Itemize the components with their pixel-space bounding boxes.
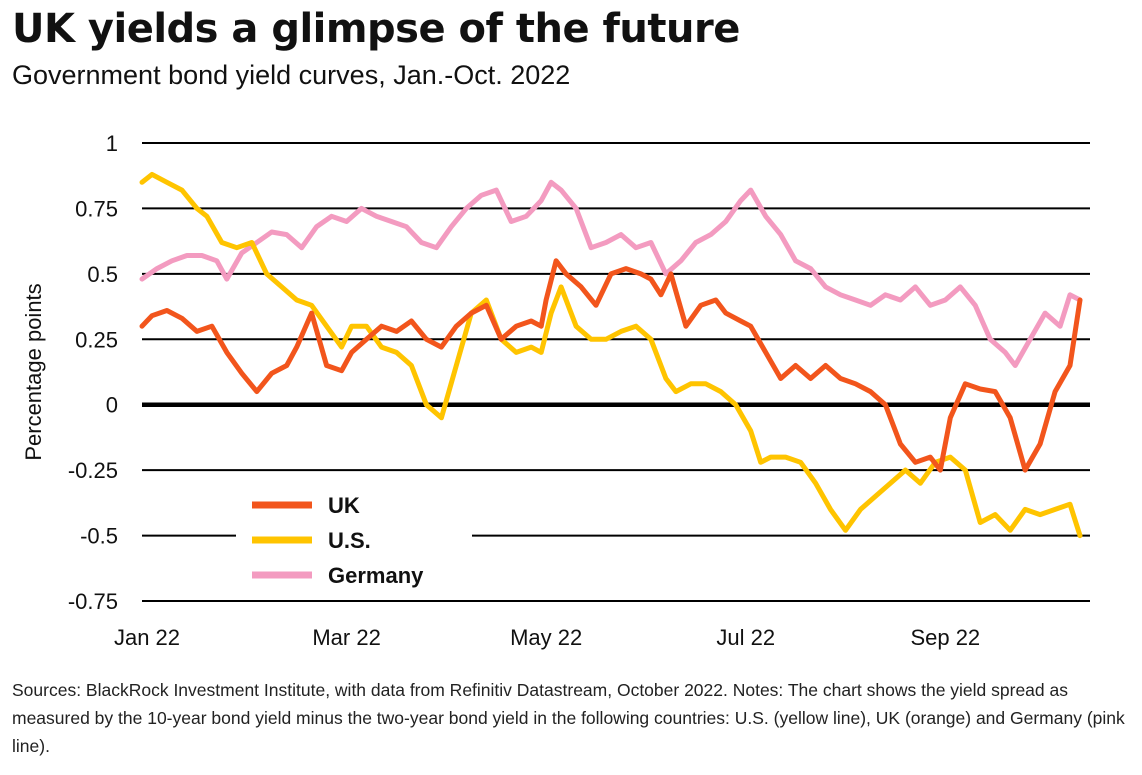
series-line-germany <box>139 179 1083 368</box>
series-lines <box>139 171 1083 539</box>
series-line-uk <box>139 258 1083 473</box>
y-tick-label: 0.25 <box>75 327 118 352</box>
x-tick-label: Mar 22 <box>312 625 380 650</box>
legend: UK U.S. Germany <box>252 493 424 588</box>
chart-subtitle: Government bond yield curves, Jan.-Oct. … <box>12 60 571 90</box>
legend-label: UK <box>328 493 360 518</box>
y-tick-label: 0 <box>106 393 118 418</box>
y-tick-label: -0.25 <box>68 458 118 483</box>
x-axis-ticks: Jan 22 Mar 22 May 22 Jul 22 Sep 22 <box>114 625 980 650</box>
x-tick-label: Sep 22 <box>910 625 980 650</box>
y-tick-label: -0.5 <box>80 524 118 549</box>
series-line-us <box>139 171 1083 539</box>
sources-notes: Sources: BlackRock Investment Institute,… <box>12 680 1125 756</box>
legend-label: U.S. <box>328 528 371 553</box>
y-axis-ticks: 1 0.75 0.5 0.25 0 -0.25 -0.5 -0.75 <box>68 131 118 614</box>
x-tick-label: Jul 22 <box>716 625 775 650</box>
legend-label: Germany <box>328 563 424 588</box>
y-tick-label: 1 <box>106 131 118 156</box>
y-tick-label: -0.75 <box>68 589 118 614</box>
y-axis-label: Percentage points <box>21 283 46 460</box>
x-tick-label: May 22 <box>510 625 582 650</box>
line-chart: 1 0.75 0.5 0.25 0 -0.25 -0.5 -0.75 Jan 22 Mar 22… <box>21 131 1090 650</box>
y-tick-label: 0.75 <box>75 196 118 221</box>
x-tick-label: Jan 22 <box>114 625 180 650</box>
chart-title: UK yields a glimpse of the future <box>12 6 740 52</box>
y-tick-label: 0.5 <box>87 262 118 287</box>
